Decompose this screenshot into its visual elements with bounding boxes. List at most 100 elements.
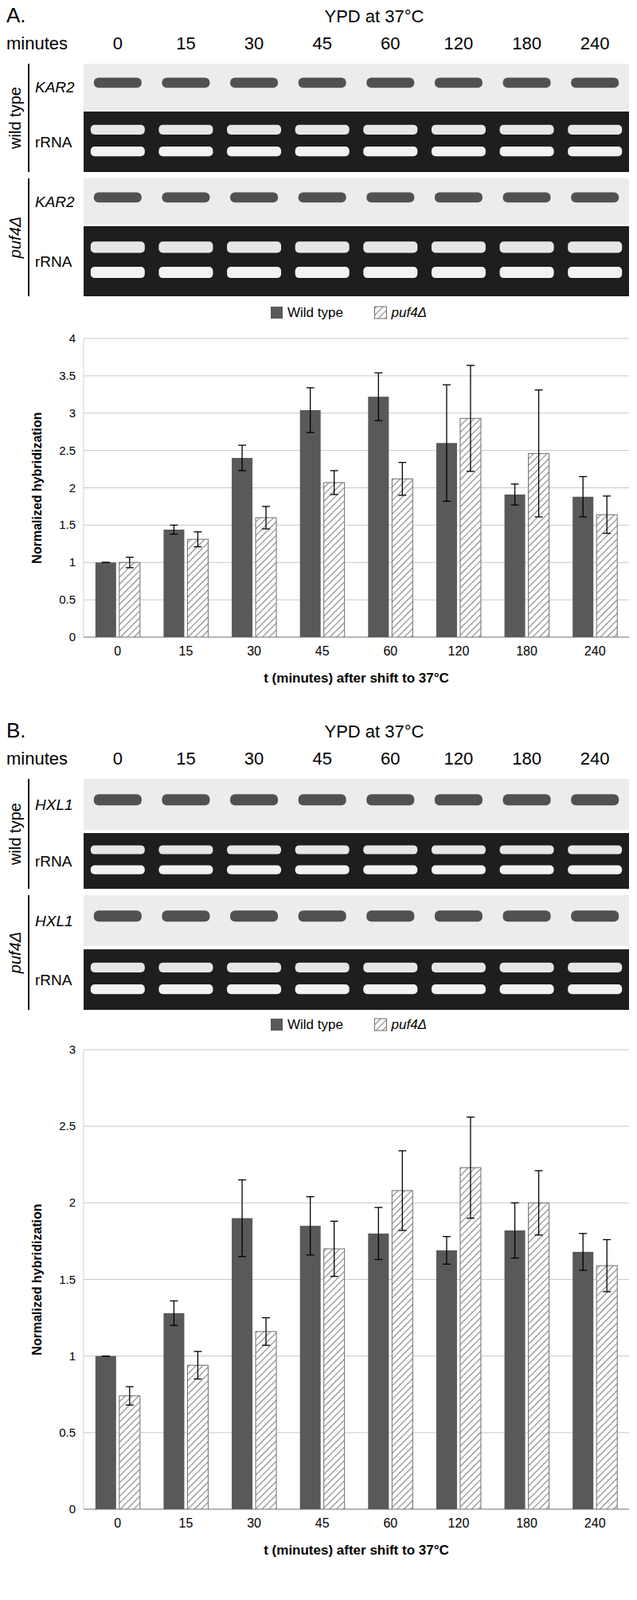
legend-label: Wild type [287,304,344,321]
loading-label: rRNA [35,253,73,270]
x-axis-title: t (minutes) after shift to 37°C [263,670,450,686]
blot-time-label: minutes [6,33,68,54]
error-bar [466,1117,475,1219]
x-tick-label: 45 [315,1516,330,1530]
error-stem [538,1170,540,1235]
probe-label: HXL1 [35,912,74,930]
blot-band [434,77,483,88]
legend-swatch [270,306,283,319]
x-tick-label: 30 [246,644,262,658]
error-cap [374,419,383,421]
error-stem [333,470,335,495]
y-tick-label: 2.5 [58,1118,76,1133]
error-bar [330,470,339,495]
error-cap [466,364,475,366]
strain-label: puf4Δ [6,931,24,974]
rrna-band [295,844,350,854]
bar [391,1190,413,1509]
rrna-band [363,266,418,278]
error-bar [511,1202,520,1258]
strain-bracket [27,778,30,889]
strain-bracket [27,178,30,297]
blot-band [298,793,347,806]
rrna-band [90,865,145,875]
legend-label: puf4Δ [390,304,428,321]
y-tick-label: 1.5 [58,1272,76,1286]
bar [596,514,618,637]
bar [460,1167,481,1509]
strain-bracket [27,894,30,1010]
lane-label: 60 [380,33,400,54]
grid-line [83,338,630,340]
error-cap [398,494,407,496]
error-stem [469,365,471,472]
error-bar [330,1220,339,1276]
blot-band [230,77,278,88]
rrna-band [295,984,350,994]
rrna-band [90,844,145,854]
bar [391,478,413,637]
y-tick-label: 0.5 [58,1425,76,1439]
bar [187,539,208,637]
error-bar [261,1317,270,1346]
y-tick-label: 2 [69,1195,76,1209]
blot-band [298,77,347,88]
error-cap [374,1206,383,1208]
lane-label: 45 [312,748,332,769]
bar [231,1218,253,1509]
error-cap [398,1229,407,1231]
lane-label: 180 [511,748,542,769]
bar [255,517,277,637]
error-cap [398,461,407,463]
rrna-band [363,984,418,994]
error-stem [606,496,608,534]
rrna-band [431,962,486,973]
bar [324,482,345,637]
rrna-band [158,984,213,994]
x-tick-label: 240 [584,644,606,658]
error-stem [128,1386,130,1405]
strain-label: wild type [6,86,24,150]
blot-band [503,910,552,922]
blot-band [93,910,142,922]
error-cap [442,1263,451,1265]
error-bar [535,390,544,517]
figure: A.YPD at 37°Cminutes015304560120180240wi… [0,0,637,1600]
blot-band [570,793,619,806]
error-stem [173,524,175,534]
error-stem [582,1233,584,1271]
rrna-band [431,241,486,253]
bar [95,562,117,637]
rrna-band [567,266,622,278]
rrna-band [500,241,555,253]
rrna-gel [83,226,630,297]
blot-band [161,793,210,806]
bar [436,1250,458,1509]
error-stem [309,387,311,433]
error-bar [193,1351,202,1380]
rrna-band [158,865,213,875]
y-tick-label: 0 [69,629,76,644]
blot-band [434,793,483,806]
rrna-band [158,844,213,854]
error-cap [306,431,315,433]
lane-label: 120 [444,748,474,769]
bar [119,1395,141,1509]
error-stem [197,531,199,548]
error-stem [445,384,447,501]
rrna-band [158,125,213,135]
rrna-band [431,865,486,875]
error-stem [582,476,584,517]
error-bar [306,387,315,433]
error-stem [514,484,516,505]
lane-label: 240 [580,33,610,54]
bar [367,1233,389,1509]
lane-label: 45 [312,33,332,54]
blot-band [366,191,415,203]
panel-label: A. [6,3,27,28]
rrna-band [226,241,282,253]
error-cap [125,566,134,568]
x-tick-label: 0 [113,644,122,658]
strain-bracket [27,63,30,172]
error-cap [578,1269,587,1271]
